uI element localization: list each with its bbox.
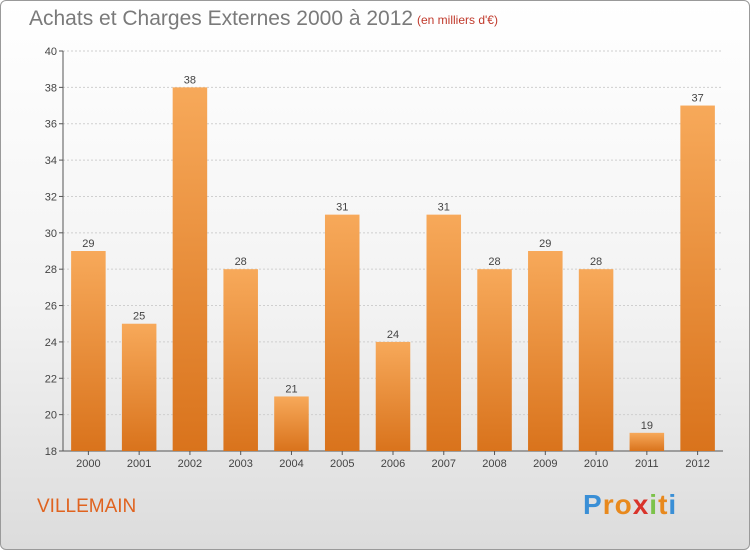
- data-label: 29: [82, 238, 94, 250]
- data-label: 38: [184, 74, 196, 86]
- data-label: 28: [488, 256, 500, 268]
- bar: [375, 341, 411, 451]
- labels: 29 2000 25 2001 38 2002 28 2003 21 2004 31 2005 24 20…: [76, 74, 710, 470]
- logo-letter: o: [614, 489, 633, 520]
- y-tick-label: 34: [45, 155, 57, 167]
- y-tick-label: 40: [45, 46, 57, 58]
- logo-letter: P: [583, 489, 603, 520]
- y-tick-label: 28: [45, 264, 57, 276]
- logo-letter: x: [632, 489, 650, 520]
- logo-letter: i: [649, 489, 659, 520]
- logo-letter: t: [658, 489, 669, 520]
- x-tick-label: 2010: [584, 458, 608, 470]
- bars: [71, 87, 715, 451]
- chart-title: Achats et Charges Externes 2000 à 2012: [29, 7, 414, 30]
- bar: [629, 432, 665, 451]
- data-label: 31: [336, 202, 348, 214]
- x-tick-label: 2009: [533, 458, 557, 470]
- x-tick-label: 2004: [279, 458, 303, 470]
- commune-name: VILLEMAIN: [37, 496, 137, 517]
- logo-letter: i: [668, 489, 678, 520]
- x-tick-label: 2000: [76, 458, 100, 470]
- x-tick-label: 2011: [635, 458, 659, 470]
- bar: [274, 396, 309, 451]
- bar: [121, 323, 157, 451]
- bar: [680, 105, 715, 451]
- y-tick-label: 32: [45, 191, 57, 203]
- x-tick-label: 2007: [432, 458, 456, 470]
- y-tick-label: 26: [45, 301, 57, 313]
- data-label: 19: [641, 420, 653, 432]
- proxiti-logo[interactable]: Proxiti: [583, 489, 677, 521]
- bar: [172, 87, 208, 451]
- data-label: 37: [691, 93, 703, 105]
- bar: [477, 269, 512, 451]
- bar: [71, 251, 106, 451]
- data-label: 25: [133, 311, 145, 323]
- bar: [324, 214, 360, 451]
- y-tick-label: 20: [45, 410, 57, 422]
- data-label: 28: [590, 256, 602, 268]
- x-tick-label: 2006: [381, 458, 405, 470]
- y-tick-label: 36: [45, 119, 57, 131]
- x-tick-label: 2012: [685, 458, 709, 470]
- data-label: 24: [387, 329, 399, 341]
- bar: [223, 269, 258, 451]
- bar: [528, 251, 563, 451]
- y-tick-label: 18: [45, 446, 57, 458]
- x-tick-label: 2003: [228, 458, 252, 470]
- y-tick-label: 30: [45, 228, 57, 240]
- data-label: 28: [235, 256, 247, 268]
- y-tick-label: 38: [45, 82, 57, 94]
- x-tick-label: 2001: [127, 458, 151, 470]
- x-tick-label: 2005: [330, 458, 354, 470]
- y-tick-label: 24: [45, 337, 57, 349]
- bar: [426, 214, 462, 451]
- y-tick-label: 22: [45, 373, 57, 385]
- data-label: 31: [438, 202, 450, 214]
- logo-letter: r: [602, 489, 615, 520]
- data-label: 29: [539, 238, 551, 250]
- bar: [578, 269, 614, 451]
- chart-subtitle: (en milliers d'€): [417, 13, 498, 27]
- data-label: 21: [285, 383, 297, 395]
- x-tick-label: 2008: [482, 458, 506, 470]
- x-tick-label: 2002: [178, 458, 202, 470]
